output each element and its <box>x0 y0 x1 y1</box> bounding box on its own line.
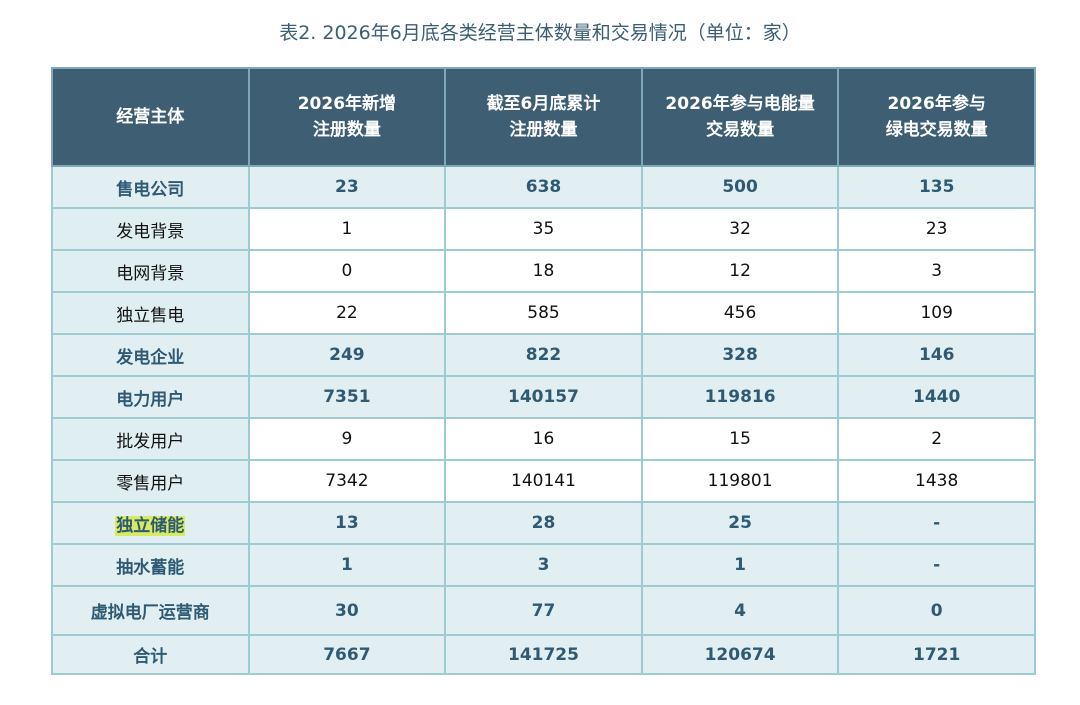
value-cell: 146 <box>837 333 1036 377</box>
row-label: 独立储能 <box>51 501 250 545</box>
header-cell: 截至6月底累计 注册数量 <box>444 67 643 167</box>
table-row: 电力用户 7351 140157 119816 1440 <box>51 375 1036 419</box>
value-cell: - <box>837 543 1036 587</box>
value-cell: 120674 <box>640 634 840 675</box>
value-cell: 638 <box>444 165 643 209</box>
table-row: 零售用户 7342 140141 119801 1438 <box>51 459 1036 503</box>
row-label: 批发用户 <box>51 417 250 461</box>
row-label: 电力用户 <box>51 375 250 419</box>
row-label: 发电企业 <box>51 333 250 377</box>
row-label: 发电背景 <box>51 207 250 251</box>
row-label: 虚拟电厂运营商 <box>51 585 250 636</box>
table-row: 合计 7667 141725 120674 1721 <box>51 634 1036 675</box>
value-cell: 12 <box>640 249 840 293</box>
value-cell: 16 <box>444 417 643 461</box>
value-cell: 119801 <box>640 459 840 503</box>
value-cell: 1721 <box>837 634 1036 675</box>
value-cell: 7342 <box>247 459 447 503</box>
value-cell: 109 <box>837 291 1036 335</box>
table-row: 发电企业 249 822 328 146 <box>51 333 1036 377</box>
table-row: 虚拟电厂运营商 30 77 4 0 <box>51 585 1036 636</box>
value-cell: 32 <box>640 207 840 251</box>
table-row: 售电公司 23 638 500 135 <box>51 165 1036 209</box>
value-cell: 77 <box>444 585 643 636</box>
value-cell: 822 <box>444 333 643 377</box>
table-body: 售电公司 23 638 500 135 发电背景 1 35 32 23 电网背景 0 18 12 3 独立售电… <box>51 165 1036 675</box>
value-cell: 249 <box>247 333 447 377</box>
row-label: 售电公司 <box>51 165 250 209</box>
data-table: 经营主体 2026年新增 注册数量 截至6月底累计 注册数量 2026年参与电能量 交… <box>51 67 1036 675</box>
value-cell: 28 <box>444 501 643 545</box>
value-cell: 328 <box>640 333 840 377</box>
value-cell: 7351 <box>247 375 447 419</box>
value-cell: 1 <box>640 543 840 587</box>
header-row: 经营主体 2026年新增 注册数量 截至6月底累计 注册数量 2026年参与电能量 交… <box>51 67 1036 167</box>
value-cell: 1438 <box>837 459 1036 503</box>
value-cell: 135 <box>837 165 1036 209</box>
value-cell: 13 <box>247 501 447 545</box>
value-cell: 119816 <box>640 375 840 419</box>
value-cell: 456 <box>640 291 840 335</box>
header-cell: 经营主体 <box>51 67 250 167</box>
value-cell: - <box>837 501 1036 545</box>
value-cell: 1 <box>247 207 447 251</box>
value-cell: 500 <box>640 165 840 209</box>
table-row: 抽水蓄能 1 3 1- <box>51 543 1036 587</box>
table-row: 独立售电 22 585 456 109 <box>51 291 1036 335</box>
value-cell: 23 <box>837 207 1036 251</box>
value-cell: 4 <box>640 585 840 636</box>
header-cell: 2026年参与电能量 交易数量 <box>640 67 840 167</box>
value-cell: 3 <box>837 249 1036 293</box>
value-cell: 2 <box>837 417 1036 461</box>
value-cell: 1 <box>247 543 447 587</box>
row-label: 电网背景 <box>51 249 250 293</box>
row-label: 抽水蓄能 <box>51 543 250 587</box>
value-cell: 23 <box>247 165 447 209</box>
value-cell: 9 <box>247 417 447 461</box>
value-cell: 140141 <box>444 459 643 503</box>
row-label: 零售用户 <box>51 459 250 503</box>
value-cell: 22 <box>247 291 447 335</box>
value-cell: 585 <box>444 291 643 335</box>
table-row: 批发用户 9 16 15 2 <box>51 417 1036 461</box>
value-cell: 30 <box>247 585 447 636</box>
row-label: 合计 <box>51 634 250 675</box>
value-cell: 35 <box>444 207 643 251</box>
value-cell: 15 <box>640 417 840 461</box>
table-row: 电网背景 0 18 12 3 <box>51 249 1036 293</box>
highlighted-label: 独立储能 <box>115 515 186 536</box>
table-row: 独立储能 13 28 25- <box>51 501 1036 545</box>
value-cell: 0 <box>247 249 447 293</box>
value-cell: 0 <box>837 585 1036 636</box>
value-cell: 140157 <box>444 375 643 419</box>
table-row: 发电背景 1 35 32 23 <box>51 207 1036 251</box>
value-cell: 18 <box>444 249 643 293</box>
header-cell: 2026年新增 注册数量 <box>247 67 447 167</box>
header-cell: 2026年参与 绿电交易数量 <box>837 67 1036 167</box>
row-label: 独立售电 <box>51 291 250 335</box>
value-cell: 7667 <box>247 634 447 675</box>
value-cell: 25 <box>640 501 840 545</box>
table-title: 表2. 2026年6月底各类经营主体数量和交易情况（单位：家） <box>279 22 801 44</box>
value-cell: 3 <box>444 543 643 587</box>
value-cell: 141725 <box>444 634 643 675</box>
value-cell: 1440 <box>837 375 1036 419</box>
